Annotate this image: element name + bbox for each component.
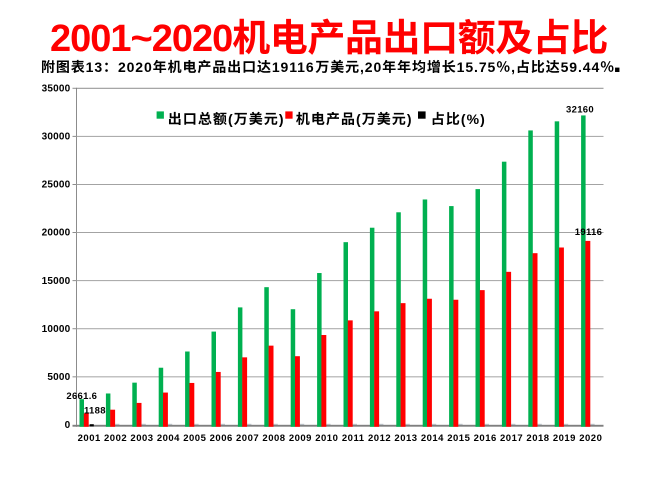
svg-text:1188: 1188 — [84, 405, 106, 416]
svg-text:2015: 2015 — [447, 433, 470, 444]
svg-text:2009: 2009 — [289, 433, 312, 444]
svg-text:19116: 19116 — [575, 227, 602, 238]
svg-text:2014: 2014 — [421, 433, 444, 444]
svg-text:2661.6: 2661.6 — [66, 391, 97, 402]
svg-text:5000: 5000 — [47, 372, 70, 383]
svg-text:,20: ,20 — [360, 59, 382, 75]
svg-text:25000: 25000 — [42, 180, 71, 191]
svg-text:2020: 2020 — [118, 59, 153, 75]
svg-text:): ) — [279, 111, 285, 127]
svg-text:(: ( — [228, 111, 234, 127]
svg-text:2001: 2001 — [78, 433, 101, 444]
svg-text:2018: 2018 — [526, 433, 549, 444]
svg-text:2010: 2010 — [315, 433, 338, 444]
svg-text:2004: 2004 — [157, 433, 180, 444]
svg-text:30000: 30000 — [42, 132, 71, 143]
svg-text:2008: 2008 — [262, 433, 285, 444]
svg-text:,: , — [511, 59, 516, 75]
svg-text:20000: 20000 — [42, 228, 71, 239]
svg-text:2011: 2011 — [342, 433, 365, 444]
svg-text:2012: 2012 — [368, 433, 391, 444]
svg-text:2016: 2016 — [474, 433, 497, 444]
svg-text:2017: 2017 — [500, 433, 523, 444]
svg-text:2003: 2003 — [130, 433, 153, 444]
svg-text:2006: 2006 — [210, 433, 233, 444]
svg-text:2005: 2005 — [183, 433, 206, 444]
svg-text:15.75: 15.75 — [457, 59, 497, 75]
svg-text:(: ( — [356, 111, 362, 127]
svg-text:2001~2020: 2001~2020 — [50, 18, 232, 60]
svg-text:13: 13 — [86, 59, 103, 75]
svg-text:19116: 19116 — [272, 59, 315, 75]
svg-text:(%): (%) — [461, 111, 486, 127]
svg-text:10000: 10000 — [42, 324, 71, 335]
svg-text:59.44: 59.44 — [561, 59, 601, 75]
svg-text:0: 0 — [65, 420, 71, 431]
svg-text:2007: 2007 — [236, 433, 259, 444]
svg-text:): ) — [407, 111, 413, 127]
svg-text:35000: 35000 — [42, 83, 71, 94]
svg-text:2020: 2020 — [579, 433, 602, 444]
svg-text:2002: 2002 — [104, 433, 127, 444]
svg-text:2019: 2019 — [553, 433, 576, 444]
svg-text:2013: 2013 — [394, 433, 417, 444]
svg-text:15000: 15000 — [42, 276, 71, 287]
svg-text:32160: 32160 — [566, 104, 594, 115]
